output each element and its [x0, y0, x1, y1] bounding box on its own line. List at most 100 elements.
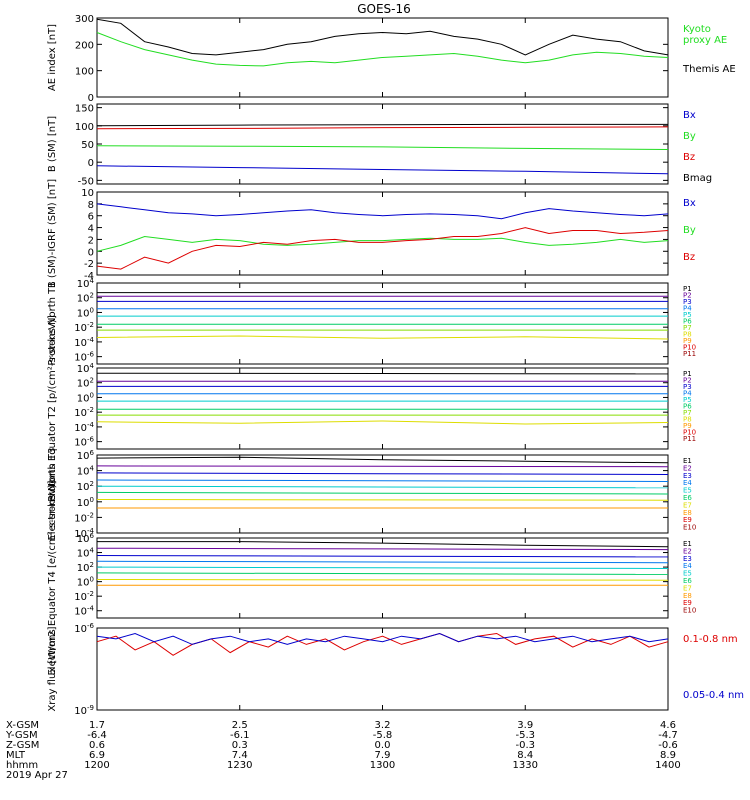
y-tick-exponent: 2	[90, 292, 94, 300]
y-tick-exponent: -6	[87, 622, 95, 630]
legend-item: E3	[683, 555, 692, 563]
orbit-row-label: Z-GSM	[6, 740, 39, 751]
series-e5	[96, 485, 669, 489]
legend-item: P10	[683, 429, 696, 437]
y-tick-exponent: 2	[90, 480, 94, 488]
series-e4	[96, 560, 669, 564]
legend-item: P4	[683, 390, 692, 398]
legend-item: E4	[683, 479, 692, 487]
legend-item: E2	[683, 464, 692, 472]
panel-bigrf-frame	[96, 191, 669, 276]
series-e5	[96, 566, 669, 569]
orbit-value: 0.0	[375, 740, 391, 751]
orbit-value: 1400	[655, 760, 680, 771]
series-by	[96, 145, 669, 150]
y-tick-label: 4	[88, 224, 94, 235]
y-tick-label: 10-6	[74, 436, 94, 449]
orbit-value: 0.3	[232, 740, 248, 751]
y-tick-exponent: 0	[90, 306, 94, 314]
panel-pn-frame	[96, 282, 669, 365]
y-tick-label: 2	[88, 235, 94, 246]
legend-item: E10	[683, 607, 696, 615]
orbit-value: -5.3	[515, 730, 535, 741]
legend-item: 0.05-0.4 nm	[683, 690, 744, 701]
series-e3	[96, 472, 669, 475]
panel-pn-ylabel: Protons North T1	[47, 281, 58, 365]
y-tick-label: 102	[77, 480, 94, 493]
y-tick-label: 104	[77, 362, 95, 375]
y-tick-exponent: 2	[90, 377, 94, 385]
legend-item: By	[683, 225, 696, 236]
y-tick-exponent: 0	[90, 496, 94, 504]
y-tick-label: -4	[84, 271, 94, 282]
legend-item: E4	[683, 562, 692, 570]
orbit-value: -0.6	[658, 740, 678, 751]
y-tick-label: 10-9	[74, 704, 94, 717]
y-tick-label: 100	[77, 306, 94, 319]
series-e6	[96, 491, 669, 495]
series-e2	[96, 547, 669, 551]
series-e3	[96, 555, 669, 558]
y-tick-exponent: -2	[87, 406, 94, 414]
y-tick-label: -2	[84, 259, 94, 270]
series-p8	[96, 335, 669, 340]
y-tick-exponent: 0	[90, 576, 94, 584]
panel-pe-frame	[96, 367, 669, 450]
series-e6	[96, 572, 669, 575]
y-tick-label: 0	[88, 247, 94, 258]
legend-item: E8	[683, 592, 692, 600]
series-p8	[96, 420, 669, 425]
legend-item: P9	[683, 422, 692, 430]
y-tick-label: 10-2	[74, 511, 94, 524]
orbit-row-label: Y-GSM	[5, 730, 38, 741]
orbit-value: -6.4	[87, 730, 107, 741]
legend-item: P3	[683, 298, 692, 306]
legend-item: E2	[683, 547, 692, 555]
y-tick-label: 100	[77, 496, 94, 509]
series-e2	[96, 465, 669, 468]
orbit-value: 1.7	[89, 720, 105, 731]
series-e4	[96, 479, 669, 482]
legend-item: E1	[683, 457, 692, 465]
y-tick-label: 106	[77, 449, 95, 462]
legend-item: E7	[683, 584, 692, 592]
series-e7	[96, 579, 669, 581]
legend-item: Bz	[683, 152, 695, 163]
orbit-row-label: 2019 Apr 27	[6, 770, 68, 781]
legend-item: P4	[683, 305, 692, 313]
legend-item: Kyoto	[683, 24, 711, 35]
legend-item: E5	[683, 487, 692, 495]
orbit-value: 8.9	[660, 750, 676, 761]
orbit-value: 8.4	[517, 750, 533, 761]
legend-item: P7	[683, 409, 692, 417]
y-tick-exponent: -4	[87, 605, 95, 613]
orbit-value: 3.9	[517, 720, 533, 731]
series-bz	[96, 227, 669, 270]
legend-item: E7	[683, 501, 692, 509]
panel-ae-ylabel: AE index [nT]	[47, 24, 58, 91]
y-tick-exponent: 4	[90, 465, 95, 473]
series-bx	[96, 165, 669, 175]
y-tick-label: 100	[77, 391, 94, 404]
orbit-value: 6.9	[89, 750, 105, 761]
y-tick-exponent: 6	[90, 532, 95, 540]
y-tick-label: 102	[77, 561, 94, 574]
legend-item: P5	[683, 396, 692, 404]
legend-item: P9	[683, 337, 692, 345]
panel-ee-frame	[96, 537, 669, 619]
orbit-row-label: X-GSM	[6, 720, 39, 731]
orbit-value: 7.4	[232, 750, 248, 761]
legend-item: E9	[683, 599, 692, 607]
legend-item: P6	[683, 318, 692, 326]
legend-item: P1	[683, 285, 692, 293]
legend-item: P10	[683, 344, 696, 352]
series-kyoto-proxy-ae	[96, 32, 669, 67]
panel-ee-ylabel: Electrons Equator T4 [e/(cm²-s-sr-keV)]	[47, 480, 58, 675]
